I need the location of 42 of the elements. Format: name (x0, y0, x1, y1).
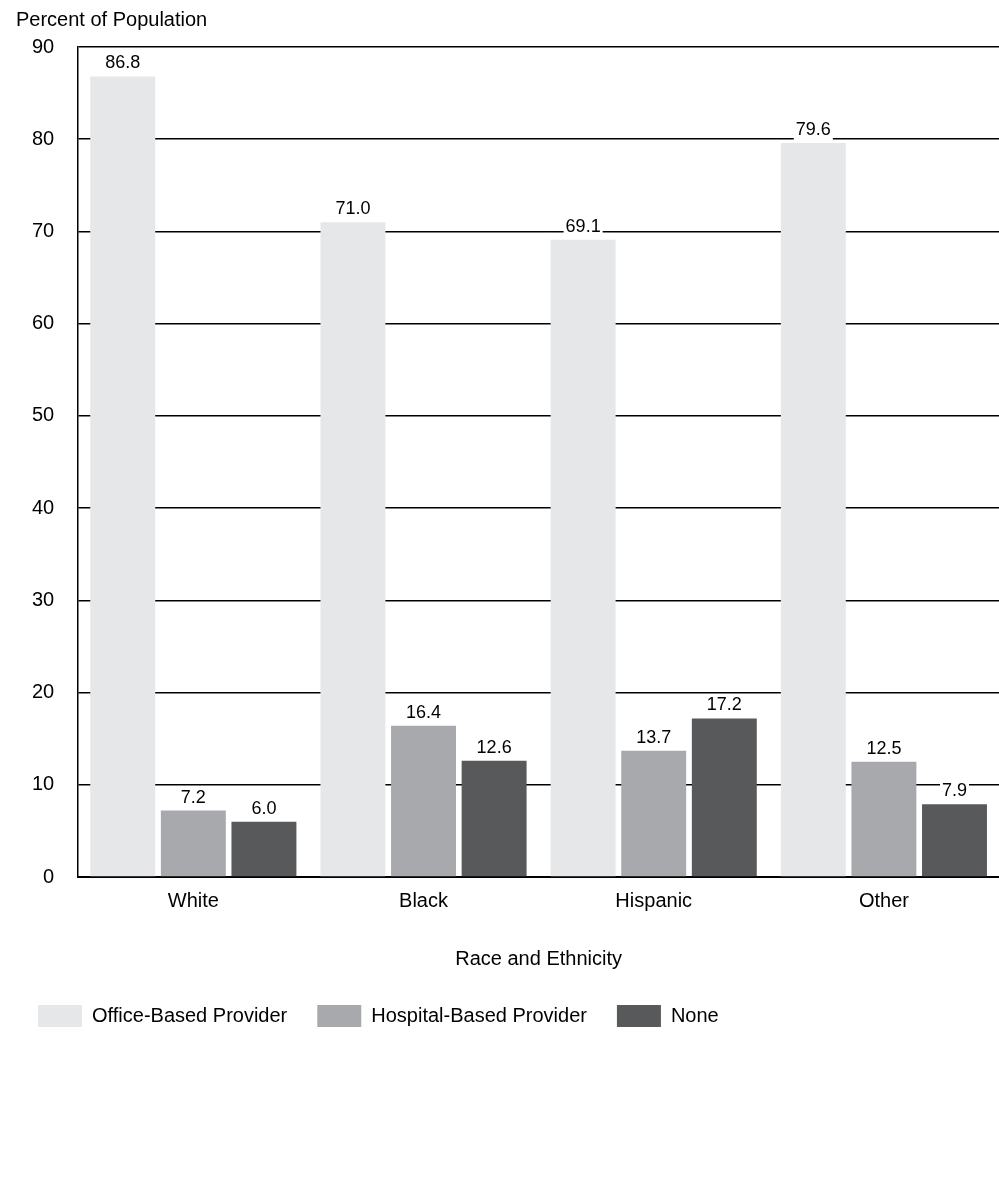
legend-label: Office-Based Provider (92, 1003, 288, 1026)
y-tick-label: 70 (32, 218, 55, 241)
bar (621, 750, 687, 877)
data-label: 86.8 (105, 52, 141, 73)
bar (691, 718, 757, 877)
bar (231, 821, 297, 877)
x-tick-label: Other (858, 888, 910, 911)
bar (391, 725, 456, 877)
x-axis-title: Race and Ethnicity (455, 946, 623, 969)
y-tick-label: 40 (32, 495, 55, 518)
bar (851, 761, 917, 877)
x-tick-label: White (167, 888, 219, 911)
data-label: 7.9 (941, 780, 968, 801)
y-tick-label: 50 (32, 403, 55, 426)
y-tick-label: 90 (32, 34, 55, 57)
bar (922, 804, 987, 877)
y-axis-title: Percent of Population (16, 8, 209, 31)
y-tick-label: 80 (32, 126, 55, 149)
bar (320, 222, 386, 877)
y-tick-label: 20 (32, 680, 55, 703)
data-label: 6.0 (251, 797, 277, 818)
data-label: 13.7 (636, 726, 672, 747)
x-tick-label: Hispanic (615, 888, 693, 911)
data-label: 16.4 (406, 701, 442, 722)
data-label: 12.5 (866, 737, 902, 758)
data-label: 17.2 (706, 694, 742, 715)
x-tick-label: Black (399, 888, 449, 911)
y-tick-label: 60 (32, 311, 55, 334)
legend-label: Hospital-Based Provider (371, 1003, 588, 1026)
bar (90, 76, 156, 877)
bar (550, 239, 616, 877)
data-label: 7.2 (180, 786, 206, 807)
y-tick-label: 10 (32, 772, 55, 795)
data-label: 79.6 (795, 118, 831, 139)
data-label: 71.0 (335, 198, 371, 219)
bar (461, 760, 527, 877)
bar (160, 810, 226, 877)
data-label: 69.1 (565, 215, 601, 236)
data-label: 12.6 (476, 736, 512, 757)
y-tick-label: 30 (32, 587, 55, 610)
legend-label: None (670, 1003, 719, 1026)
y-tick-label: 0 (43, 864, 55, 887)
